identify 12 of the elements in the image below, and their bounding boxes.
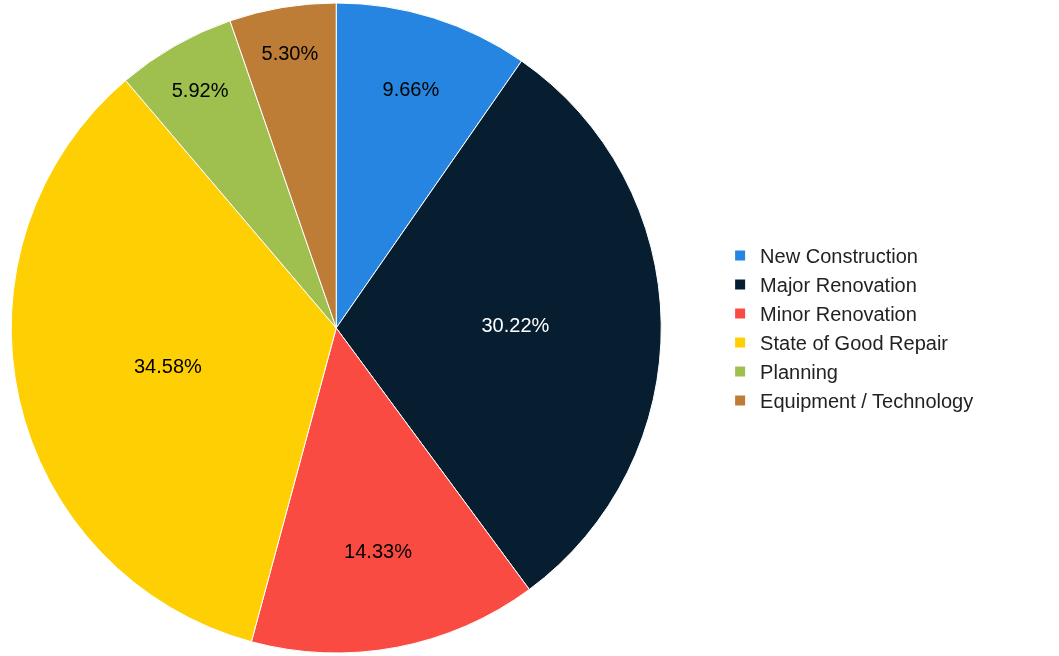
data-label: 34.58% (133, 354, 202, 377)
data-label: 14.33% (344, 539, 413, 562)
data-label: 5.30% (261, 42, 319, 65)
legend-label: State of Good Repair (760, 332, 949, 355)
data-label: 5.92% (171, 78, 229, 101)
legend-label: Minor Renovation (760, 303, 917, 326)
data-label: 30.22% (481, 314, 550, 337)
legend-label: New Construction (760, 245, 918, 268)
legend-label: Major Renovation (760, 274, 917, 297)
legend-label: Planning (760, 361, 838, 384)
legend-label: Equipment / Technology (760, 390, 974, 413)
data-label: 9.66% (382, 78, 440, 101)
